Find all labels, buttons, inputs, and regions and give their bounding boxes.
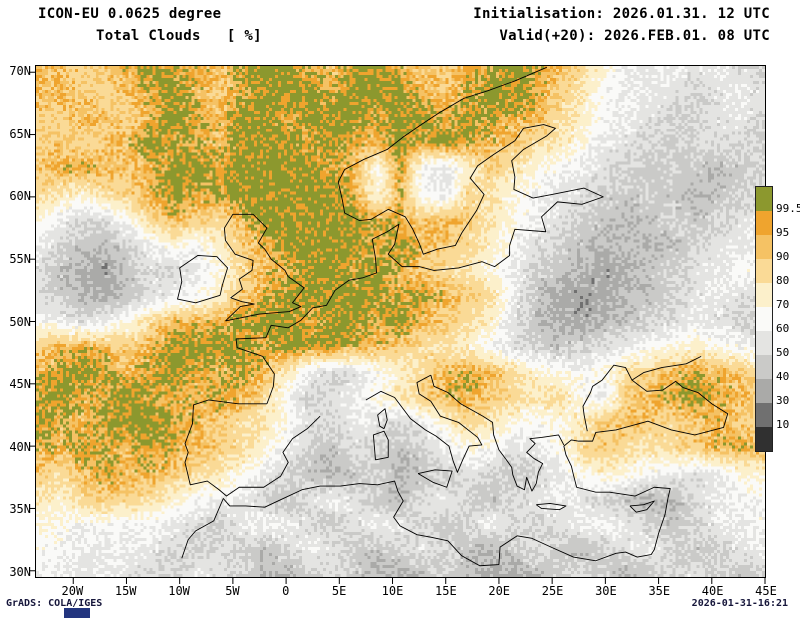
- map-frame: [29, 65, 766, 584]
- lon-tick-label: 45E: [755, 584, 777, 598]
- lon-tick-label: 10E: [381, 584, 404, 598]
- colorbar-tick-label: 10: [776, 418, 790, 431]
- lon-tick-label: 5E: [331, 584, 347, 598]
- lat-tick-label: 30N: [9, 564, 31, 579]
- coastline-path: [629, 500, 655, 513]
- coastline-path: [535, 503, 567, 511]
- coastline-overlay: [29, 66, 766, 584]
- coastline-path: [417, 469, 453, 488]
- colorbar-segment: [756, 427, 772, 451]
- render-timestamp: 2026-01-31-16:21: [691, 598, 788, 609]
- lat-tick-label: 40N: [9, 439, 31, 454]
- colorbar-tick-label: 50: [776, 346, 790, 359]
- colorbar-segment: [756, 307, 772, 331]
- colorbar-segment: [756, 379, 772, 403]
- coastline-path: [365, 374, 483, 473]
- coastline-path: [177, 255, 229, 304]
- colorbar-segment: [756, 211, 772, 235]
- coastline-path: [430, 374, 565, 492]
- lon-tick-label: 25E: [541, 584, 564, 598]
- lon-tick-label: 15W: [114, 584, 137, 598]
- coastline-path: [223, 213, 305, 322]
- colorbar-segment: [756, 283, 772, 307]
- lat-tick-label: 55N: [9, 251, 31, 266]
- init-time-label: Initialisation: 2026.01.31. 12 UTC: [473, 6, 770, 22]
- colorbar-tick-label: 80: [776, 274, 790, 287]
- coastline-path: [377, 408, 388, 430]
- lat-tick-label: 35N: [9, 502, 31, 517]
- colorbar-segment: [756, 355, 772, 379]
- lon-tick-label: 40E: [701, 584, 724, 598]
- colorbar-segment: [756, 235, 772, 259]
- lat-tick-label: 60N: [9, 189, 31, 204]
- lat-tick-label: 65N: [9, 126, 31, 141]
- grads-credit: GrADS: COLA/IGES: [6, 598, 103, 609]
- bottom-blue-fragment: [64, 608, 90, 618]
- colorbar-tick-label: 70: [776, 298, 790, 311]
- colorbar-segment: [756, 403, 772, 427]
- colorbar-tick-label: 90: [776, 250, 790, 263]
- lon-tick-label: 35E: [648, 584, 671, 598]
- coastline-path: [582, 364, 633, 432]
- lon-tick-label: 15E: [435, 584, 457, 598]
- coastline-path: [235, 66, 604, 404]
- lat-tick-label: 70N: [9, 64, 31, 79]
- colorbar-tick-label: 30: [776, 394, 790, 407]
- lon-tick-label: 30E: [595, 584, 617, 598]
- lon-tick-label: 5W: [225, 584, 240, 598]
- coastline-path: [372, 430, 389, 461]
- valid-time-label: Valid(+20): 2026.FEB.01. 08 UTC: [499, 28, 770, 44]
- colorbar-tick-label: 60: [776, 322, 790, 335]
- colorbar-segment: [756, 187, 772, 211]
- lon-tick-label: 20E: [488, 584, 511, 598]
- colorbar: [755, 186, 773, 452]
- colorbar-segment: [756, 259, 772, 283]
- lon-tick-label: 10W: [168, 584, 190, 598]
- colorbar-tick-label: 40: [776, 370, 790, 383]
- colorbar-tick-label: 95: [776, 226, 790, 239]
- coastline-path: [184, 399, 321, 497]
- model-title: ICON-EU 0.0625 degree: [38, 6, 222, 22]
- colorbar-segment: [756, 331, 772, 355]
- lat-tick-label: 50N: [9, 314, 31, 329]
- coastline-path: [181, 355, 729, 567]
- variable-title: Total Clouds [ %]: [96, 28, 262, 44]
- lon-tick-label: 0: [282, 584, 290, 598]
- colorbar-tick-label: 99.5: [776, 202, 800, 215]
- lat-tick-label: 45N: [9, 377, 31, 392]
- lon-tick-label: 20W: [61, 584, 84, 598]
